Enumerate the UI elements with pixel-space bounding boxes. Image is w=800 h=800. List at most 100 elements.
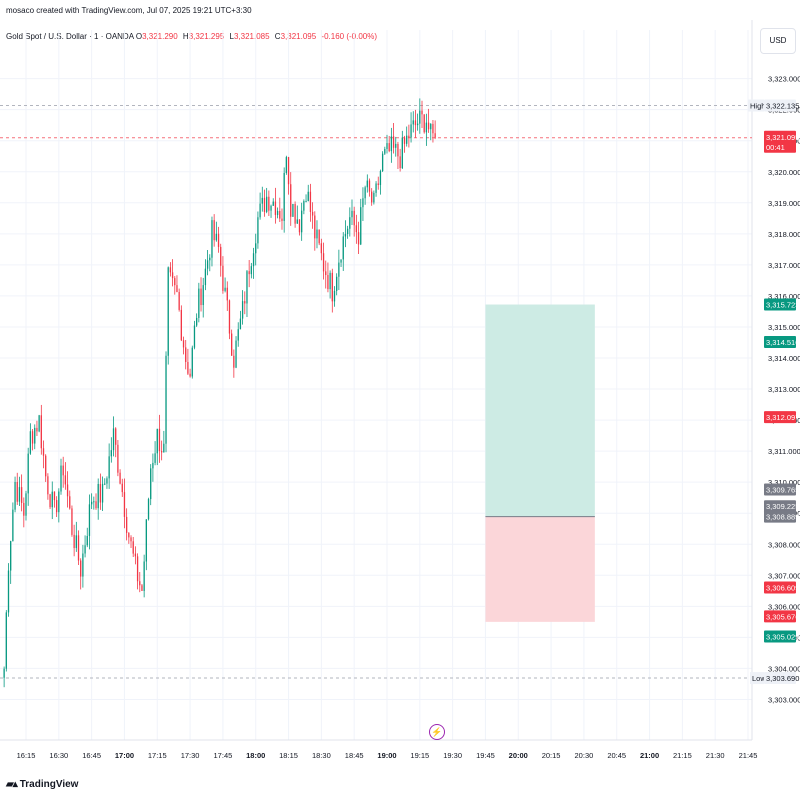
x-tick-label: 20:00 — [509, 751, 528, 760]
candle-body — [305, 201, 307, 203]
x-tick-label: 19:30 — [443, 751, 462, 760]
candle-body — [101, 483, 104, 503]
candle-body — [40, 415, 42, 449]
candle-body — [73, 534, 75, 549]
candle-body — [158, 428, 161, 452]
candle-body — [195, 317, 198, 326]
price-label-bg — [764, 411, 796, 424]
low-value: 3,321.085 — [233, 32, 270, 41]
candle-body — [397, 143, 399, 157]
symbol-title[interactable]: Gold Spot / U.S. Dollar · 1 · OANDA — [6, 32, 134, 41]
countdown-label: 00:41 — [766, 143, 785, 152]
y-tick-label: 3,313.000 — [768, 385, 800, 394]
candle-body — [276, 210, 279, 215]
candle-body — [366, 180, 368, 188]
high-tag: High — [750, 101, 765, 110]
x-tick-label: 21:15 — [673, 751, 692, 760]
candle-body — [231, 333, 233, 356]
candle-body — [301, 210, 303, 233]
lightning-icon[interactable]: ⚡ — [429, 724, 445, 740]
candle-body — [66, 484, 69, 497]
candle-body — [290, 184, 292, 217]
candle-body — [360, 207, 362, 245]
candle-body — [165, 355, 167, 444]
candle-body — [75, 535, 77, 549]
x-tick-label: 17:15 — [148, 751, 167, 760]
candle-body — [346, 228, 349, 234]
candle-body — [23, 502, 25, 516]
candle-body — [115, 428, 117, 445]
candle-body — [414, 120, 417, 126]
candle-body — [204, 268, 207, 286]
low-key: L — [229, 32, 234, 41]
candle-body — [69, 496, 71, 509]
candle-body — [108, 456, 110, 479]
price-label-bg — [764, 500, 796, 513]
price-label: 3,309.225 — [766, 502, 799, 511]
candle-body — [60, 465, 62, 492]
candle-body — [47, 476, 49, 495]
candle-body — [97, 483, 99, 509]
candle-body — [123, 492, 126, 517]
candle-body — [220, 246, 222, 266]
price-label-bg — [764, 581, 796, 594]
y-tick-label: 3,310.000 — [768, 478, 800, 487]
candle-body — [128, 532, 130, 538]
low-tag: Low — [752, 674, 766, 683]
candle-body — [325, 271, 327, 276]
candle-body — [163, 443, 165, 453]
candle-body — [322, 253, 325, 272]
candle-body — [36, 427, 38, 432]
high-tag-bg — [748, 99, 764, 112]
price-label-bg — [764, 510, 796, 523]
candle-body — [355, 225, 358, 233]
loss-zone — [485, 516, 595, 622]
candle-body — [189, 373, 191, 377]
candle-body — [331, 272, 333, 302]
candle-body — [395, 143, 397, 148]
y-tick-label: 3,315.000 — [768, 323, 800, 332]
candle-body — [77, 535, 80, 561]
candle-body — [86, 535, 88, 546]
candle-body — [272, 201, 274, 206]
x-tick-label: 19:45 — [476, 751, 495, 760]
candle-body — [224, 287, 226, 291]
candle-body — [309, 191, 312, 212]
candle-body — [226, 287, 228, 301]
candle-body — [427, 122, 430, 130]
price-label: 3,305.676 — [766, 612, 799, 621]
low-tag-bg — [750, 672, 764, 685]
price-label: 3,305.029 — [766, 632, 799, 641]
x-tick-label: 21:30 — [706, 751, 725, 760]
open-value: 3,321.290 — [142, 32, 178, 41]
y-tick-label: 3,304.000 — [768, 664, 800, 673]
candle-body — [134, 553, 137, 557]
candle-body — [3, 668, 5, 678]
candle-body — [235, 340, 237, 368]
candle-body — [416, 123, 419, 126]
candle-body — [25, 493, 27, 516]
price-label-bg — [764, 298, 796, 311]
candle-body — [93, 501, 95, 503]
candle-body — [432, 123, 434, 134]
candle-body — [206, 260, 209, 269]
candle-body — [373, 192, 375, 203]
price-label: 3,309.765 — [766, 485, 799, 494]
candle-body — [340, 259, 342, 263]
x-tick-label: 20:45 — [607, 751, 626, 760]
candle-body — [12, 509, 14, 542]
candle-body — [88, 504, 91, 536]
candle-body — [421, 110, 423, 115]
price-label-bg — [764, 630, 796, 643]
candle-body — [311, 211, 314, 216]
candle-body — [316, 229, 318, 239]
candle-body — [117, 444, 119, 473]
candle-body — [16, 482, 18, 502]
currency-button[interactable]: USD — [760, 28, 796, 54]
candle-body — [375, 183, 377, 193]
y-tick-label: 3,307.000 — [768, 571, 800, 580]
candle-body — [274, 201, 277, 215]
candle-body — [174, 278, 176, 286]
x-tick-label: 17:00 — [115, 751, 134, 760]
